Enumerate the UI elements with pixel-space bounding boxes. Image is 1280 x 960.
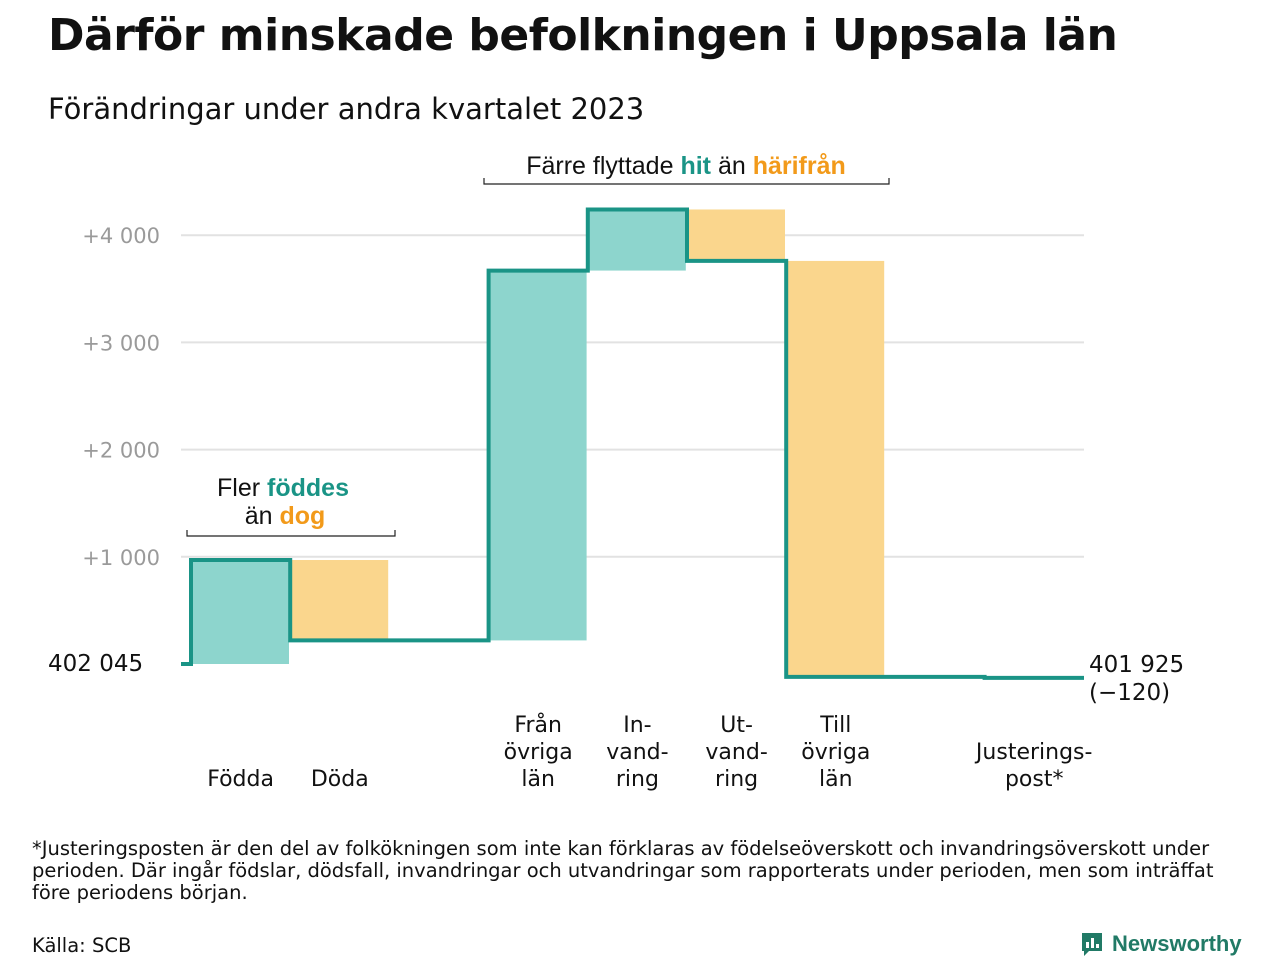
category-label: övriga [504, 740, 573, 765]
births-annotation-line2: än dog [245, 502, 326, 530]
category-label: Till [819, 713, 851, 738]
brand-name: Newsworthy [1112, 931, 1242, 956]
bar-frånövrigalän [488, 270, 587, 641]
bar-döda [290, 560, 389, 641]
bar-födda [191, 560, 289, 664]
category-label: Justerings- [974, 740, 1093, 765]
category-label: vand- [705, 740, 767, 765]
bar-tillövrigalän [786, 260, 885, 677]
category-label: län [521, 767, 555, 792]
y-tick-label: +3 000 [82, 331, 160, 355]
births-annotation-bracket [186, 530, 396, 537]
category-label: vand- [606, 740, 668, 765]
migration-annotation-text: Färre flyttade hit än härifrån [526, 152, 846, 180]
y-tick-label: +1 000 [82, 546, 160, 570]
births-annotation-line1: Fler föddes [217, 474, 349, 502]
bar-utvandring [687, 209, 785, 261]
newsworthy-logo-icon [1082, 933, 1102, 956]
category-label: Från [514, 712, 562, 738]
category-label: Födda [207, 767, 274, 792]
category-label: In- [623, 713, 651, 738]
migration-annotation: Färre flyttade hit än härifrån [483, 152, 890, 185]
start-value-label: 402 045 [48, 651, 143, 677]
bar-invandring [587, 209, 686, 271]
chart-title: Därför minskade befolkningen i Uppsala l… [48, 10, 1118, 61]
cumulative-step-line [181, 207, 1084, 680]
bars [191, 209, 885, 677]
category-label: ring [616, 767, 659, 792]
brand-logo: Newsworthy [1080, 929, 1242, 959]
end-change-label: (−120) [1089, 680, 1170, 706]
source-label: Källa: SCB [32, 934, 132, 957]
chart-subtitle: Förändringar under andra kvartalet 2023 [48, 92, 645, 126]
end-value-label: 401 925 [1089, 652, 1184, 678]
waterfall-chart: +1 000+2 000+3 000+4 000 Födda DödaFrånöv… [48, 152, 1184, 792]
category-labels: Födda DödaFrånövrigalänIn-vand-ringUt-van… [207, 712, 1092, 792]
cumulative-line [181, 207, 1084, 680]
category-label: ring [715, 767, 758, 792]
births-annotation: Fler föddes än dog [186, 474, 396, 537]
category-label: Döda [311, 767, 369, 792]
footnote: *Justeringsposten är den del av folkökni… [32, 837, 1214, 904]
migration-annotation-bracket [483, 178, 890, 185]
y-tick-label: +4 000 [82, 224, 160, 248]
y-axis-ticks: +1 000 +2 000 +3 000 +4 000 [82, 224, 160, 570]
category-label: övriga [801, 740, 870, 765]
category-label: Ut- [720, 713, 753, 738]
y-tick-label: +2 000 [82, 439, 160, 463]
category-label: län [819, 767, 853, 792]
category-label: post* [1005, 767, 1064, 792]
